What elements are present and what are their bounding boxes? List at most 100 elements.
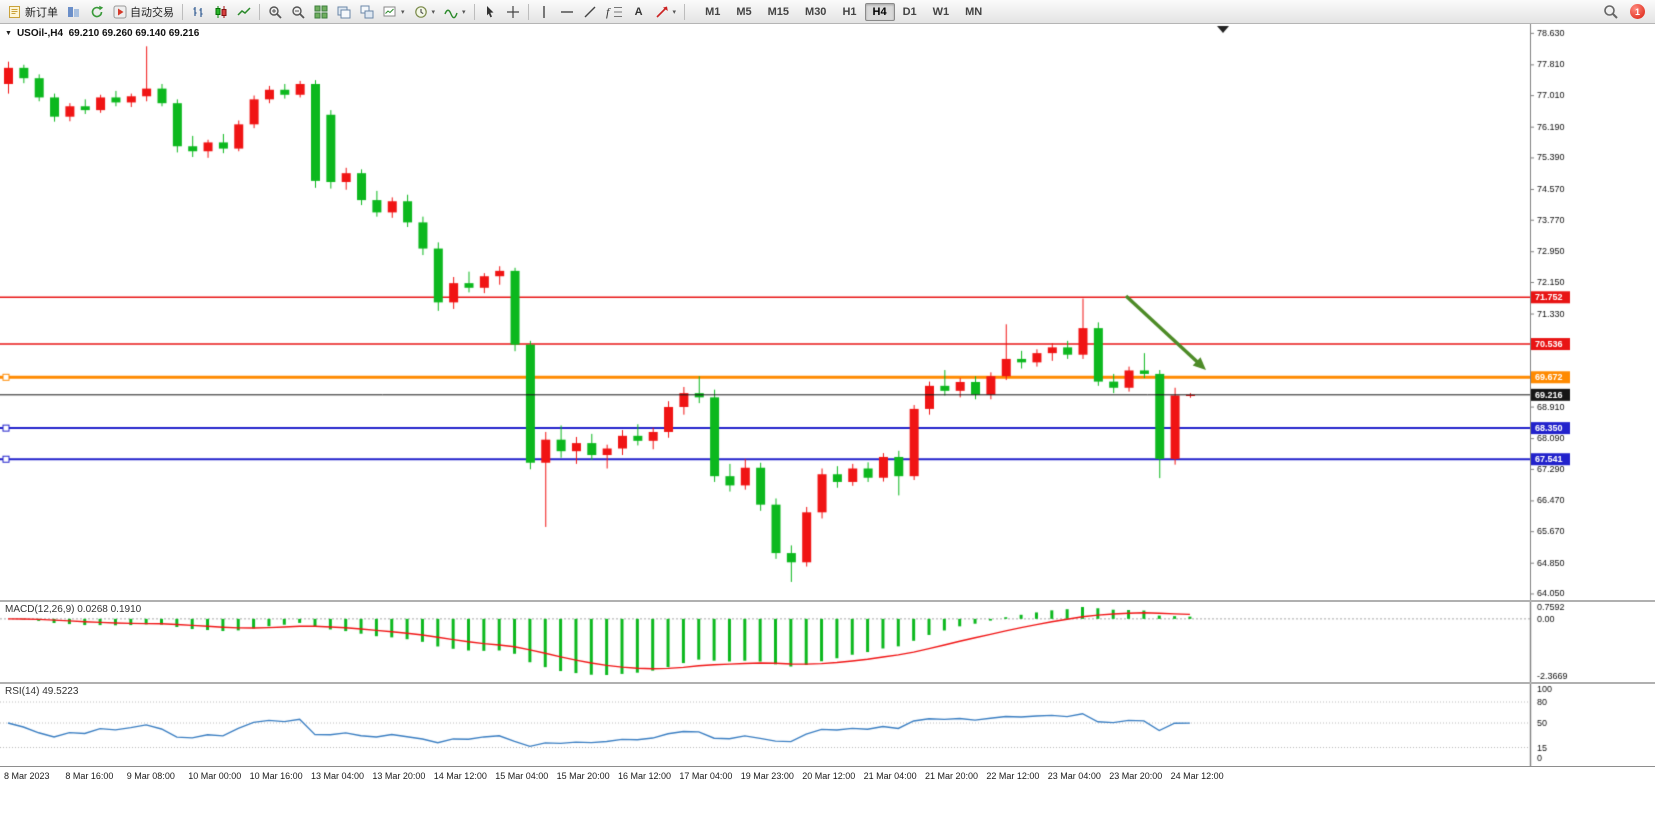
new-order-button[interactable]: 新订单: [4, 2, 62, 22]
auto-trading-icon: [113, 5, 127, 19]
timeframe-m1-button[interactable]: M1: [705, 5, 721, 18]
time-label: 10 Mar 00:00: [188, 771, 242, 781]
arrow-tools-button[interactable]: ▾: [651, 2, 681, 22]
market-watch-button[interactable]: [63, 2, 85, 22]
zoom-in-button[interactable]: [264, 2, 286, 22]
auto-trading-button[interactable]: 自动交易: [109, 2, 178, 22]
text-tool-icon: A: [634, 5, 643, 18]
time-label: 16 Mar 12:00: [618, 771, 672, 781]
fibonacci-icon: f: [606, 5, 623, 19]
svg-text:f: f: [606, 5, 611, 19]
new-chart-button[interactable]: ▾: [379, 2, 409, 22]
timeframe-m5-button[interactable]: M5: [736, 5, 752, 18]
cursor-icon: [483, 5, 497, 19]
toolbar-separator: [527, 3, 529, 20]
trendline-tool-button[interactable]: [579, 2, 601, 22]
refresh-icon: [90, 5, 104, 19]
rsi-canvas[interactable]: [0, 684, 1655, 766]
tile-windows-icon: [314, 5, 328, 19]
indicators-icon: [444, 5, 458, 19]
chevron-down-icon: ▾: [401, 8, 405, 16]
horizontal-line-icon: [560, 7, 574, 17]
macd-canvas[interactable]: [0, 602, 1655, 682]
macd-panel-splitter[interactable]: [0, 600, 1655, 602]
new-order-icon: [8, 5, 22, 19]
time-label: 13 Mar 04:00: [311, 771, 365, 781]
timeframe-bar: M1 M5 M15 M30 H1 H4 D1 W1 MN: [697, 2, 990, 21]
timeframe-mn-button[interactable]: MN: [965, 5, 983, 18]
zoom-out-button[interactable]: [287, 2, 309, 22]
rsi-indicator-label: RSI(14) 49.5223: [5, 686, 79, 697]
time-label: 22 Mar 12:00: [986, 771, 1040, 781]
time-label: 23 Mar 04:00: [1047, 771, 1101, 781]
time-label: 23 Mar 20:00: [1109, 771, 1163, 781]
toolbar-right-group: 1: [1599, 2, 1645, 22]
vertical-line-tool-button[interactable]: [533, 2, 555, 22]
cursor-button[interactable]: [479, 2, 501, 22]
time-label: 19 Mar 23:00: [740, 771, 794, 781]
zoom-out-icon: [291, 5, 305, 19]
zoom-in-icon: [268, 5, 282, 19]
toolbar-separator: [473, 3, 475, 20]
bar-chart-icon: [191, 5, 205, 19]
time-label: 21 Mar 04:00: [863, 771, 917, 781]
text-tool-button[interactable]: A: [628, 2, 650, 22]
symbol-row: ▼ USOil-,H4 69.210 69.260 69.140 69.216: [5, 28, 199, 39]
time-label: 20 Mar 12:00: [802, 771, 856, 781]
time-label: 9 Mar 08:00: [126, 771, 175, 781]
toolbar-separator: [182, 3, 183, 20]
arrange-windows-button[interactable]: [333, 2, 355, 22]
indicators-button[interactable]: ▾: [440, 2, 470, 22]
price-chart-canvas[interactable]: [0, 24, 1655, 600]
periodicity-button[interactable]: ▾: [410, 2, 440, 22]
timeframe-d1-button[interactable]: D1: [902, 5, 917, 18]
arrow-tool-icon: [655, 5, 669, 19]
timeframe-w1-button[interactable]: W1: [932, 5, 950, 18]
crosshair-icon: [506, 5, 520, 19]
arrange-windows-icon: [337, 5, 351, 19]
refresh-button[interactable]: [86, 2, 108, 22]
price-panel[interactable]: ▼ USOil-,H4 69.210 69.260 69.140 69.216: [0, 24, 1655, 600]
time-label: 8 Mar 2023: [4, 771, 50, 781]
chevron-down-icon: ▾: [431, 8, 436, 16]
bar-chart-button[interactable]: [187, 2, 209, 22]
trendline-icon: [583, 5, 597, 19]
clock-icon: [414, 5, 428, 19]
chart-area: ▼ USOil-,H4 69.210 69.260 69.140 69.216 …: [0, 24, 1655, 829]
search-icon: [1603, 4, 1618, 19]
rsi-panel-splitter[interactable]: [0, 682, 1655, 684]
one-click-trading-expander[interactable]: ▼: [5, 30, 12, 37]
time-axis[interactable]: 8 Mar 2023 8 Mar 16:00 9 Mar 08:00 10 Mar 0…: [0, 766, 1655, 787]
crosshair-button[interactable]: [502, 2, 524, 22]
market-watch-icon: [67, 5, 81, 19]
tile-windows-button[interactable]: [310, 2, 332, 22]
symbol-ohlc-label: USOil-,H4 69.210 69.260 69.140 69.216: [16, 28, 200, 39]
time-label: 8 Mar 16:00: [65, 771, 114, 781]
macd-indicator-label: MACD(12,26,9) 0.0268 0.1910: [5, 604, 142, 615]
line-chart-button[interactable]: [233, 2, 255, 22]
candlestick-chart-button[interactable]: [210, 2, 232, 22]
new-order-label: 新订单: [25, 6, 58, 19]
timeframe-m15-button[interactable]: M15: [767, 5, 790, 18]
time-label: 15 Mar 04:00: [495, 771, 549, 781]
chevron-down-icon: ▾: [672, 8, 677, 16]
main-toolbar: 新订单 自动交易: [0, 0, 1655, 24]
candlestick-chart-icon: [214, 5, 228, 19]
timeframe-m30-button[interactable]: M30: [805, 5, 827, 18]
timeframe-h4-button[interactable]: H4: [864, 2, 895, 21]
timeframe-h1-button[interactable]: H1: [842, 5, 857, 18]
window-bottom-filler: [0, 787, 1655, 829]
macd-panel[interactable]: MACD(12,26,9) 0.0268 0.1910: [0, 602, 1655, 682]
rsi-panel[interactable]: RSI(14) 49.5223: [0, 684, 1655, 766]
toolbar-separator: [259, 3, 260, 20]
chevron-down-icon: ▾: [462, 8, 466, 16]
cascade-windows-button[interactable]: [356, 2, 378, 22]
horizontal-line-tool-button[interactable]: [556, 2, 578, 22]
cascade-windows-icon: [360, 5, 374, 19]
notification-badge[interactable]: 1: [1630, 4, 1645, 19]
search-button[interactable]: [1599, 2, 1622, 22]
fibonacci-tool-button[interactable]: f: [602, 2, 627, 22]
time-label: 13 Mar 20:00: [372, 771, 426, 781]
time-label: 24 Mar 12:00: [1170, 771, 1224, 781]
